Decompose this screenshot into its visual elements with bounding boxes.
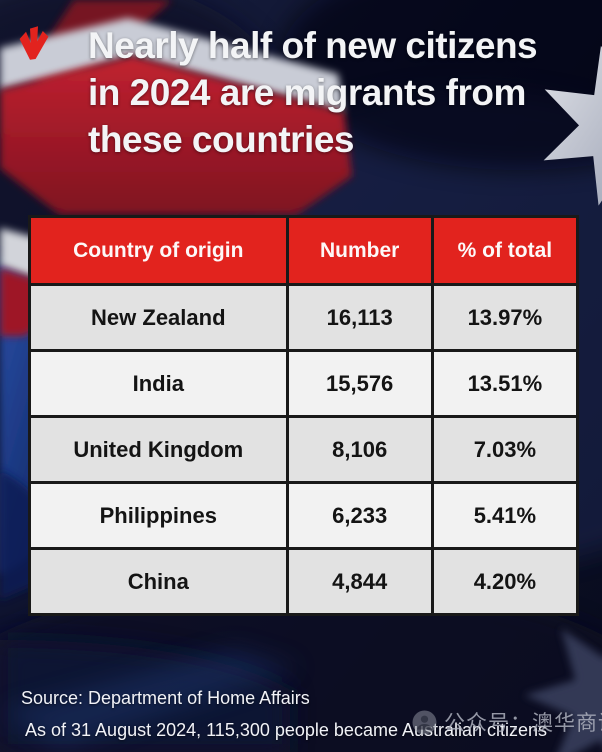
column-header-country: Country of origin	[28, 215, 289, 286]
cell-country: United Kingdom	[28, 415, 289, 484]
table-row: China 4,844 4.20%	[28, 547, 580, 616]
cell-number: 16,113	[285, 283, 434, 352]
citizenship-table: Country of origin Number % of total New …	[28, 215, 580, 616]
table-row: New Zealand 16,113 13.97%	[28, 283, 580, 352]
cell-country: India	[28, 349, 289, 418]
table-row: United Kingdom 8,106 7.03%	[28, 415, 580, 484]
cell-percent: 7.03%	[430, 415, 580, 484]
watermark-text: 公众号：澳华商讯	[444, 712, 602, 735]
sbs-logo-icon	[19, 26, 49, 60]
cell-number: 4,844	[285, 547, 434, 616]
cell-percent: 13.51%	[430, 349, 580, 418]
page-title: Nearly half of new citizens in 2024 are …	[88, 22, 588, 163]
cell-number: 6,233	[285, 481, 434, 550]
table-row: India 15,576 13.51%	[28, 349, 580, 418]
cell-percent: 13.97%	[430, 283, 580, 352]
cell-percent: 5.41%	[430, 481, 580, 550]
source-text: Source: Department of Home Affairs	[21, 688, 310, 708]
cell-country: Philippines	[28, 481, 289, 550]
cell-number: 15,576	[285, 349, 434, 418]
column-header-number: Number	[285, 215, 434, 286]
cell-number: 8,106	[285, 415, 434, 484]
title-line-2: in 2024 are migrants from	[88, 72, 526, 113]
watermark: 公众号：澳华商讯	[412, 707, 602, 737]
union-jack-red-band	[0, 56, 352, 215]
column-header-percent: % of total	[430, 215, 580, 286]
wechat-official-account-icon	[412, 710, 437, 734]
cell-country: China	[28, 547, 289, 616]
faint-star-icon	[524, 615, 602, 752]
table-row: Philippines 6,233 5.41%	[28, 481, 580, 550]
cell-percent: 4.20%	[430, 547, 580, 616]
union-jack-white-band	[0, 18, 344, 112]
cell-country: New Zealand	[28, 283, 289, 352]
title-line-3: these countries	[88, 119, 354, 160]
table-header-row: Country of origin Number % of total	[28, 215, 580, 286]
title-line-1: Nearly half of new citizens	[88, 25, 538, 66]
